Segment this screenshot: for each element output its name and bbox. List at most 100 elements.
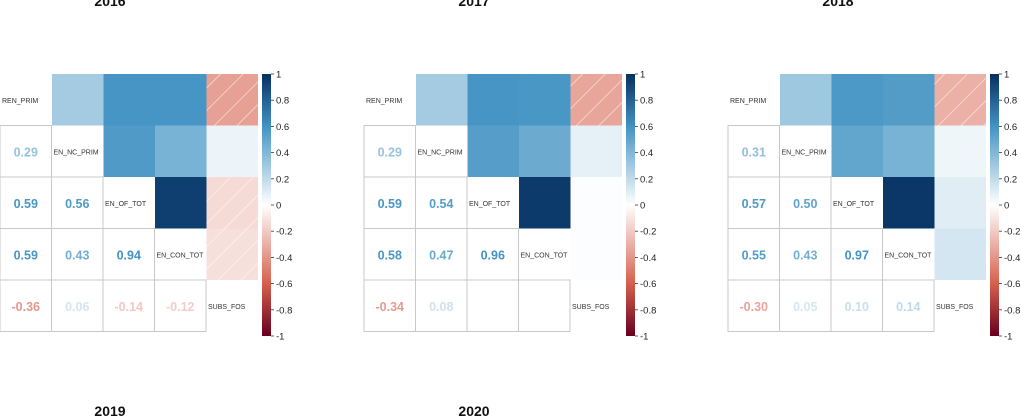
colorbar-tick-label: 0 [276, 201, 281, 212]
colorbar-tick-label: 0.2 [640, 174, 653, 185]
colorbar-tick-label: -0.2 [276, 227, 292, 238]
corr-cell-upper [883, 74, 935, 126]
corr-cell-lower [363, 176, 416, 229]
corr-cell-upper [934, 125, 986, 177]
variable-label: REN_PRIM [366, 98, 402, 105]
colorbar-tick-label: -0.6 [640, 279, 656, 290]
panel-2019: 2019 [94, 403, 125, 419]
panel-title: 2020 [458, 403, 489, 419]
colorbar [262, 74, 271, 336]
corr-cell-upper [155, 74, 207, 126]
variable-label: SUBS_FOS [936, 304, 974, 311]
colorbar-tick-label: -0.6 [1004, 279, 1020, 290]
corr-value: 0.56 [65, 197, 89, 211]
corr-cell-upper [103, 125, 155, 177]
colorbar-tick-label: 1 [1004, 70, 1009, 81]
colorbar-tick-label: -0.4 [276, 253, 292, 264]
corr-value: 0.06 [65, 300, 89, 314]
colorbar-tick-label: -1 [640, 332, 648, 343]
variable-label: EN_NC_PRIM [782, 149, 827, 156]
corr-cell-lower [363, 279, 416, 332]
corr-cell-upper [103, 74, 155, 126]
corr-cell-lower [415, 176, 468, 229]
corr-value: 0.05 [793, 300, 817, 314]
colorbar-tick-label: 0.6 [276, 122, 289, 133]
corr-value: 0.43 [793, 248, 817, 262]
corr-value: 0.14 [896, 300, 920, 314]
corr-cell-lower [51, 176, 104, 229]
corr-cell-lower [363, 125, 416, 178]
corr-value: 0.58 [378, 248, 402, 262]
colorbar [990, 74, 999, 336]
panel-title: 2017 [458, 0, 489, 9]
variable-label: EN_NC_PRIM [54, 149, 99, 156]
colorbar-tick-label: -0.6 [276, 279, 292, 290]
corr-cell-lower [102, 228, 155, 281]
colorbar-tick-label: -0.8 [640, 305, 656, 316]
variable-label: EN_CON_TOT [521, 252, 569, 259]
variable-label: SUBS_FOS [572, 304, 610, 311]
corr-cell-upper [934, 177, 986, 229]
corr-cell-lower [779, 279, 832, 332]
colorbar-tick-label: 0.8 [640, 96, 653, 107]
corr-cell-lower [363, 228, 416, 281]
colorbar-tick-label: -0.4 [1004, 253, 1020, 264]
panel-2017: 2017 0.29 0.59 0.54 0.58 0.47 0.96 -0.34 0.08 REN… [363, 0, 656, 343]
corr-cell-lower [51, 279, 104, 332]
negative-hatch [206, 228, 258, 280]
colorbar-tick-label: 0.2 [276, 174, 289, 185]
colorbar-tick-label: -1 [1004, 332, 1012, 343]
corr-cell-lower [727, 228, 780, 281]
colorbar [626, 74, 635, 336]
variable-label: EN_CON_TOT [157, 252, 205, 259]
variable-label: REN_PRIM [730, 98, 766, 105]
corr-cell-upper [52, 74, 104, 126]
corr-value: -0.34 [376, 300, 405, 314]
corr-value: -0.30 [740, 300, 769, 314]
corr-cell-upper [206, 125, 258, 177]
colorbar-tick-label: -0.2 [1004, 227, 1020, 238]
corr-cell-upper [519, 125, 571, 177]
corr-value: -0.12 [166, 300, 195, 314]
panel-title: 2016 [94, 0, 125, 9]
colorbar-tick-label: 1 [276, 70, 281, 81]
corr-cell-upper [883, 177, 935, 229]
colorbar-tick-label: -0.2 [640, 227, 656, 238]
variable-label: EN_OF_TOT [469, 201, 511, 208]
colorbar-tick-label: -0.8 [1004, 305, 1020, 316]
colorbar-tick-label: 0.8 [1004, 96, 1017, 107]
negative-hatch [206, 74, 258, 126]
colorbar-tick-label: 0.4 [276, 148, 289, 159]
corr-value: 0.55 [742, 248, 766, 262]
corr-cell-lower [727, 176, 780, 229]
corr-value: 0.08 [429, 300, 453, 314]
corr-cell-upper [780, 74, 832, 126]
corr-cell-upper [570, 177, 622, 229]
variable-label: EN_NC_PRIM [418, 149, 463, 156]
corr-cell-upper [467, 74, 519, 126]
corr-cell-lower [779, 228, 832, 281]
corr-value: 0.29 [14, 145, 38, 159]
variable-label: SUBS_FOS [208, 304, 246, 311]
negative-hatch [570, 74, 622, 126]
colorbar-tick-label: 0.8 [276, 96, 289, 107]
colorbar-tick-label: 0 [640, 201, 645, 212]
corr-value: 0.54 [429, 197, 453, 211]
corr-cell-upper [883, 125, 935, 177]
corr-value: 0.94 [117, 248, 141, 262]
corr-cell-lower [727, 279, 780, 332]
corr-value: 0.29 [378, 145, 402, 159]
corr-value: 0.96 [481, 248, 505, 262]
variable-label: EN_OF_TOT [833, 201, 875, 208]
panel-2018: 2018 0.31 0.57 0.50 0.55 0.43 0.97 -0.30 0.05 0.1… [727, 0, 1020, 343]
corr-value: 0.59 [14, 197, 38, 211]
corr-cell-upper [934, 228, 986, 280]
colorbar-tick-label: 1 [640, 70, 645, 81]
colorbar-tick-label: -0.8 [276, 305, 292, 316]
corr-cell-lower [0, 176, 52, 229]
variable-label: EN_CON_TOT [885, 252, 933, 259]
corr-value: -0.36 [12, 300, 41, 314]
corr-cell-upper [416, 74, 468, 126]
corr-cell-lower [830, 279, 883, 332]
corr-cell-upper [831, 125, 883, 177]
